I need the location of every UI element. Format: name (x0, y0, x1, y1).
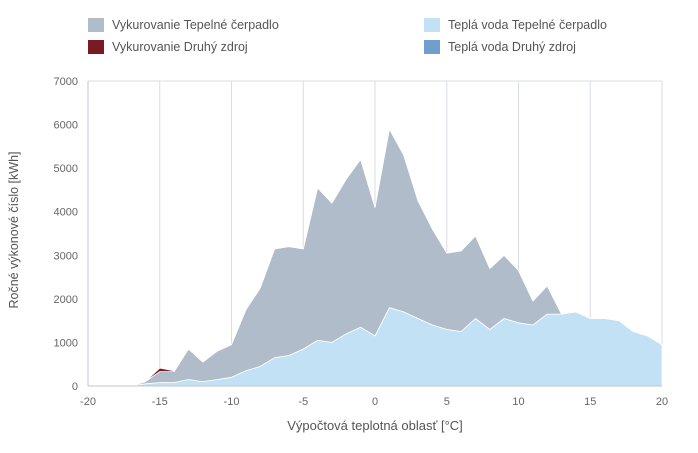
y-tick-label: 4000 (54, 207, 78, 219)
legend-label: Vykurovanie Druhý zdroj (112, 40, 248, 54)
y-tick-label: 1000 (54, 337, 78, 349)
legend-item-heating-second-source: Vykurovanie Druhý zdroj (88, 40, 248, 54)
y-tick-label: 5000 (54, 163, 78, 175)
x-tick-label: 20 (656, 396, 668, 408)
x-tick-label: 15 (584, 396, 596, 408)
legend-item-heating-heat-pump: Vykurovanie Tepelné čerpadlo (88, 18, 279, 32)
y-tick-label: 7000 (54, 76, 78, 88)
y-tick-labels: 0 1000 2000 3000 4000 5000 6000 7000 (54, 76, 78, 393)
axes (87, 81, 662, 387)
legend-swatch (88, 40, 104, 54)
x-axis-title: Výpočtová teplotná oblasť [°C] (287, 418, 463, 433)
y-tick-label: 3000 (54, 250, 78, 262)
legend-swatch (424, 18, 440, 32)
x-tick-label: -20 (80, 396, 96, 408)
legend-item-hot-water-heat-pump: Teplá voda Tepelné čerpadlo (424, 18, 607, 32)
x-tick-label: 10 (512, 396, 524, 408)
x-tick-label: -10 (224, 396, 240, 408)
legend-label: Teplá voda Druhý zdroj (448, 40, 576, 54)
legend-label: Teplá voda Tepelné čerpadlo (448, 18, 607, 32)
x-tick-label: 0 (372, 396, 378, 408)
y-tick-label: 0 (72, 381, 78, 393)
stacked-areas (130, 128, 663, 387)
legend-swatch (88, 18, 104, 32)
y-tick-label: 2000 (54, 294, 78, 306)
x-tick-label: -5 (298, 396, 308, 408)
x-tick-labels: -20 -15 -10 -5 0 5 10 15 20 (80, 396, 668, 408)
y-axis-title-wrap: Ročné výkonové číslo [kWh] (4, 120, 24, 340)
series-area (130, 128, 663, 387)
y-axis-title: Ročné výkonové číslo [kWh] (7, 151, 21, 309)
x-tick-label: 5 (444, 396, 450, 408)
y-tick-label: 6000 (54, 120, 78, 132)
x-tick-label: -15 (152, 396, 168, 408)
legend-swatch (424, 40, 440, 54)
legend-item-hot-water-second-source: Teplá voda Druhý zdroj (424, 40, 576, 54)
legend-label: Vykurovanie Tepelné čerpadlo (112, 18, 279, 32)
